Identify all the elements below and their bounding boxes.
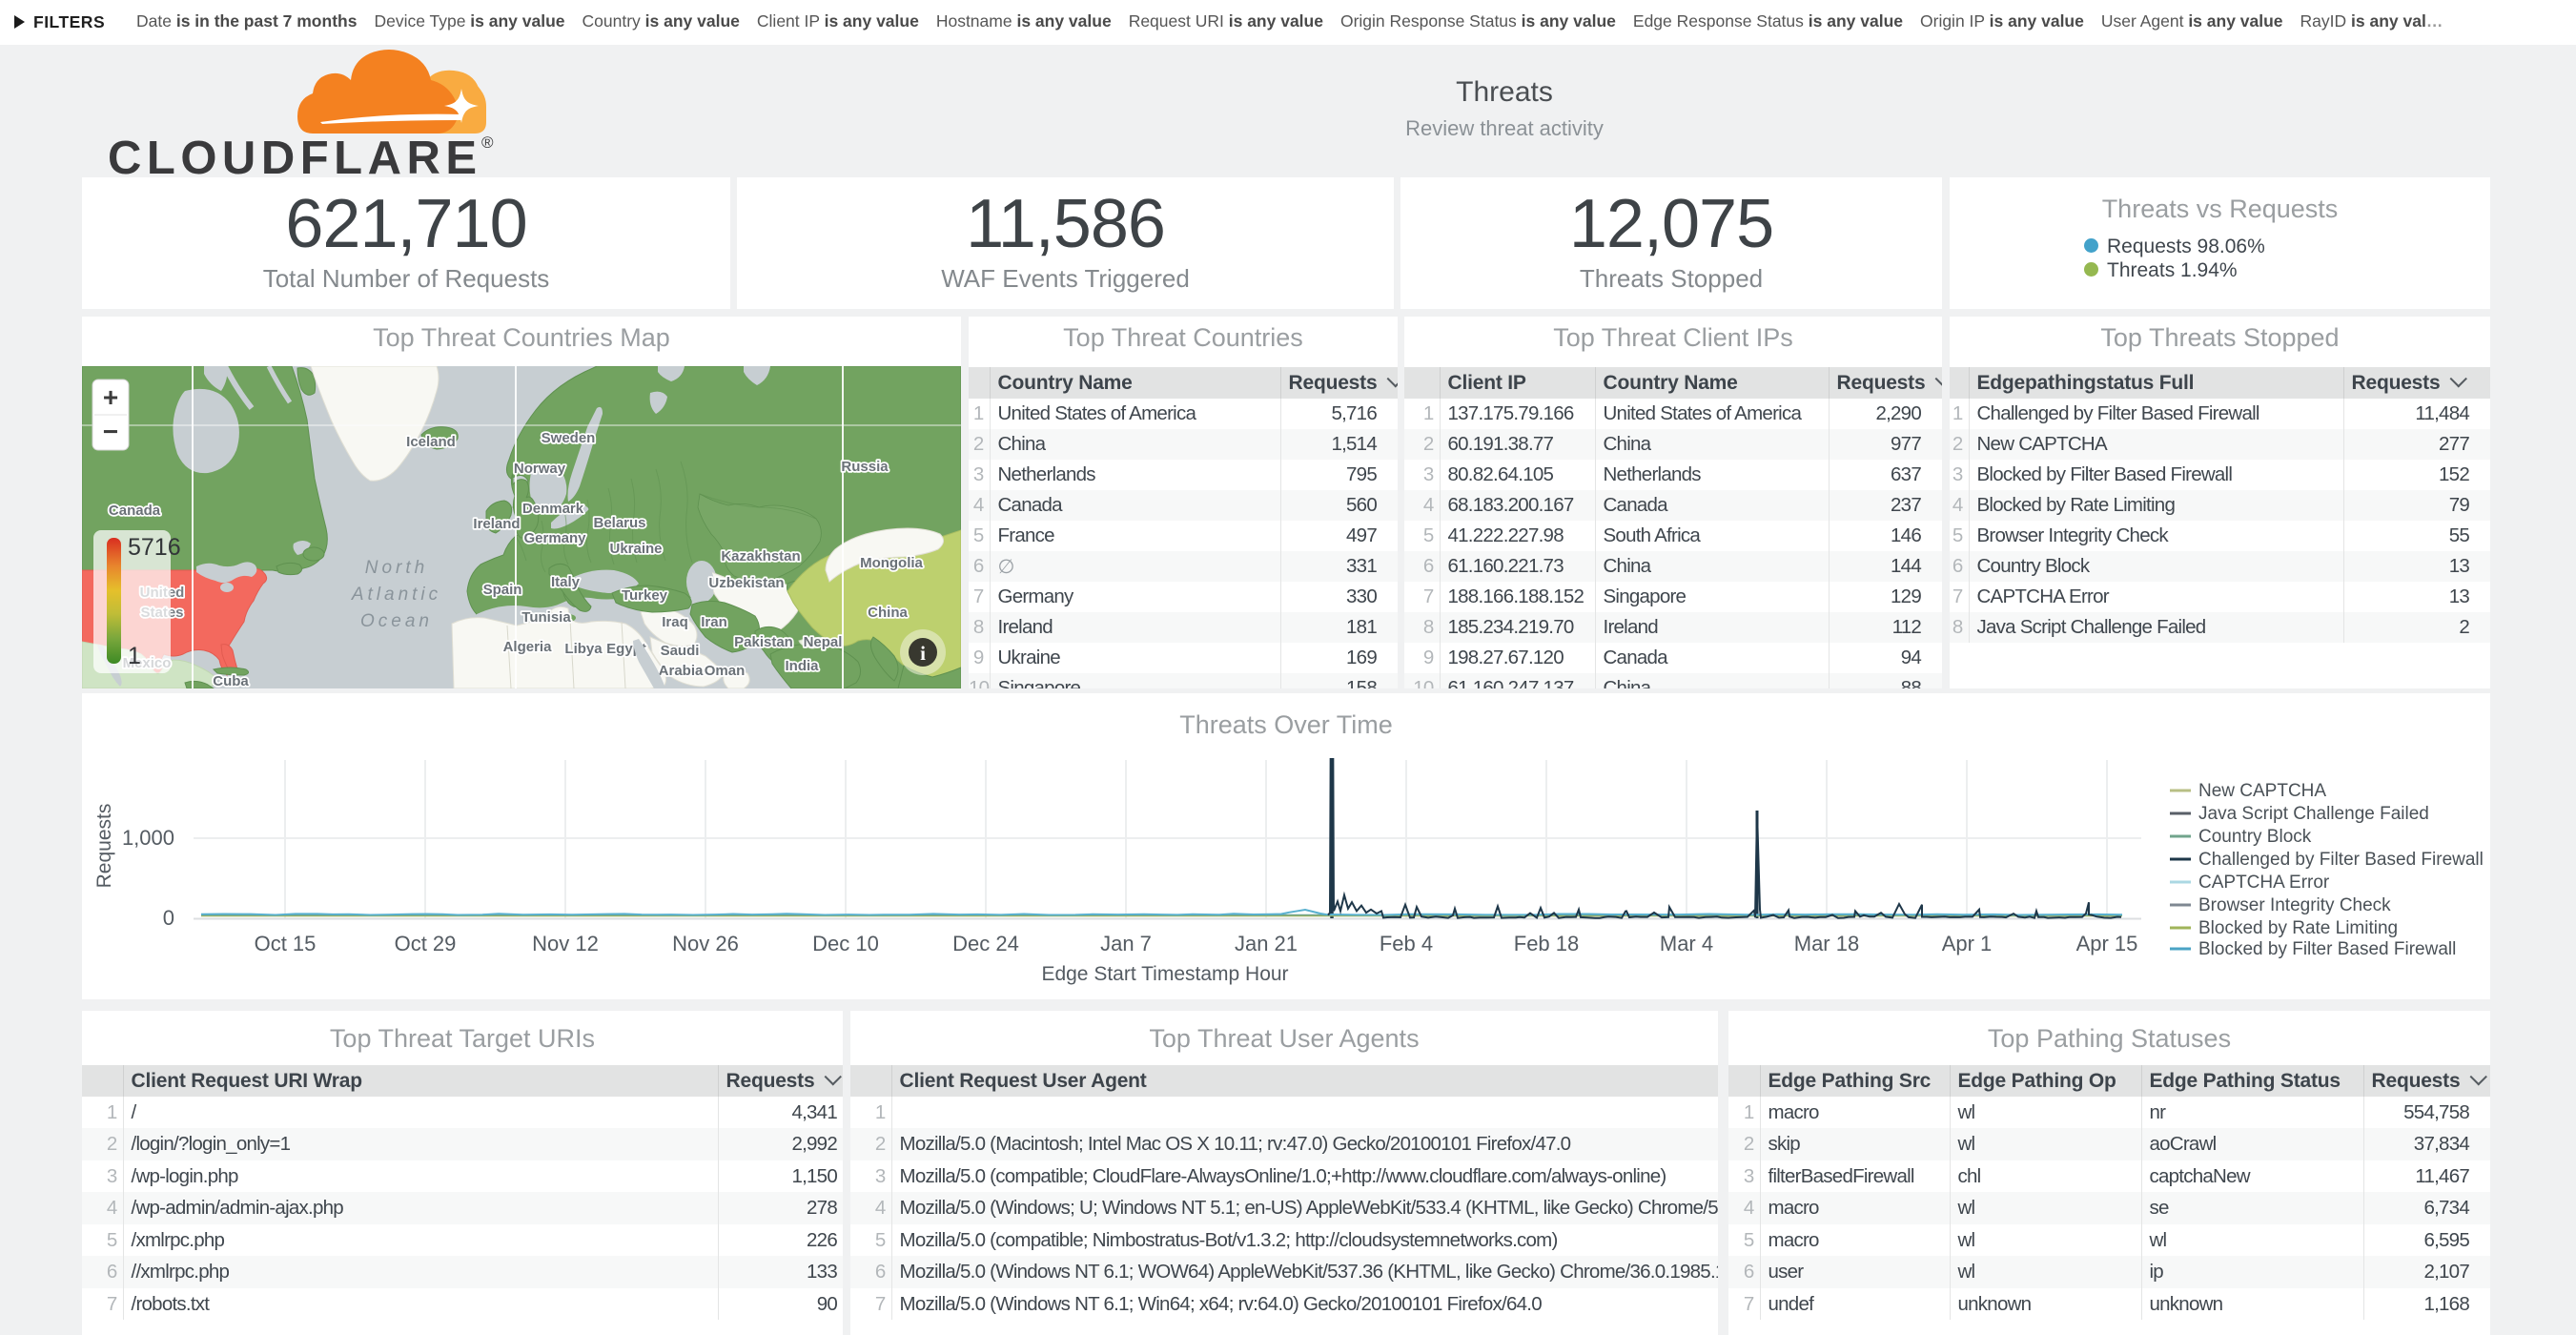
svg-text:Jan 7: Jan 7 <box>1100 932 1152 955</box>
svg-text:Blocked by Rate Limiting: Blocked by Rate Limiting <box>2198 918 2398 938</box>
svg-text:Java Script Challenge Failed: Java Script Challenge Failed <box>2198 804 2429 824</box>
svg-text:Saudi: Saudi <box>661 643 700 659</box>
svg-text:−: − <box>103 417 118 446</box>
svg-text:Denmark: Denmark <box>522 501 584 517</box>
svg-text:Sweden: Sweden <box>542 430 596 446</box>
svg-text:India: India <box>785 658 819 674</box>
svg-text:Oman: Oman <box>705 663 746 679</box>
svg-text:Oct 29: Oct 29 <box>395 932 457 955</box>
svg-text:Iceland: Iceland <box>406 434 456 450</box>
svg-text:Russia: Russia <box>841 459 889 475</box>
svg-text:5716: 5716 <box>128 534 181 561</box>
svg-text:Canada: Canada <box>109 503 161 519</box>
svg-text:Norway: Norway <box>514 461 566 477</box>
svg-text:Nov 26: Nov 26 <box>672 932 739 955</box>
svg-text:New CAPTCHA: New CAPTCHA <box>2198 781 2326 801</box>
svg-text:Feb 4: Feb 4 <box>1380 932 1433 955</box>
svg-text:Country Block: Country Block <box>2198 827 2312 847</box>
svg-text:Belarus: Belarus <box>593 515 645 531</box>
svg-text:Iran: Iran <box>701 614 727 630</box>
svg-text:Apr 1: Apr 1 <box>1942 932 1993 955</box>
svg-text:Turkey: Turkey <box>622 587 668 604</box>
svg-text:Germany: Germany <box>523 530 586 546</box>
svg-text:Challenged by Filter Based Fir: Challenged by Filter Based Firewall <box>2198 850 2484 870</box>
svg-text:Cuba: Cuba <box>213 673 249 688</box>
svg-text:0: 0 <box>163 906 174 930</box>
svg-text:Atlantic: Atlantic <box>351 585 441 605</box>
svg-text:Dec 10: Dec 10 <box>812 932 879 955</box>
svg-text:Kazakhstan: Kazakhstan <box>721 548 800 565</box>
svg-text:Ireland: Ireland <box>473 516 520 532</box>
svg-text:Italy: Italy <box>551 574 581 590</box>
svg-text:North: North <box>365 558 428 578</box>
svg-text:Jan 21: Jan 21 <box>1235 932 1298 955</box>
svg-text:China: China <box>868 605 908 621</box>
svg-text:Tunisia: Tunisia <box>521 609 571 626</box>
svg-text:Requests: Requests <box>93 804 115 889</box>
svg-text:Mar 4: Mar 4 <box>1660 932 1713 955</box>
svg-text:Oct 15: Oct 15 <box>255 932 317 955</box>
svg-text:Spain: Spain <box>483 582 522 598</box>
svg-text:Libya: Libya <box>564 641 603 657</box>
svg-text:i: i <box>920 642 926 665</box>
svg-text:Dec 24: Dec 24 <box>952 932 1019 955</box>
svg-text:Blocked by Filter Based Firewa: Blocked by Filter Based Firewall <box>2198 939 2456 959</box>
svg-text:CLOUDFLARE: CLOUDFLARE <box>108 133 482 176</box>
svg-text:Algeria: Algeria <box>503 639 553 655</box>
svg-text:Nepal: Nepal <box>804 634 843 650</box>
svg-text:Ukraine: Ukraine <box>609 541 662 557</box>
svg-text:Mongolia: Mongolia <box>860 555 923 571</box>
svg-text:Uzbekistan: Uzbekistan <box>708 575 784 591</box>
svg-text:®: ® <box>481 134 494 152</box>
svg-text:Ocean: Ocean <box>360 611 433 631</box>
svg-text:Arabia: Arabia <box>659 663 704 679</box>
svg-text:+: + <box>103 382 118 412</box>
svg-text:Iraq: Iraq <box>662 614 688 630</box>
svg-text:Edge Start Timestamp Hour: Edge Start Timestamp Hour <box>1041 963 1288 985</box>
svg-text:Browser Integrity Check: Browser Integrity Check <box>2198 895 2391 915</box>
svg-text:CAPTCHA Error: CAPTCHA Error <box>2198 873 2330 893</box>
svg-text:Apr 15: Apr 15 <box>2076 932 2138 955</box>
svg-text:Feb 18: Feb 18 <box>1514 932 1580 955</box>
svg-text:Nov 12: Nov 12 <box>532 932 599 955</box>
svg-text:Pakistan: Pakistan <box>734 634 793 650</box>
svg-text:1: 1 <box>128 643 141 669</box>
svg-text:1,000: 1,000 <box>122 826 174 850</box>
svg-text:Mar 18: Mar 18 <box>1794 932 1859 955</box>
